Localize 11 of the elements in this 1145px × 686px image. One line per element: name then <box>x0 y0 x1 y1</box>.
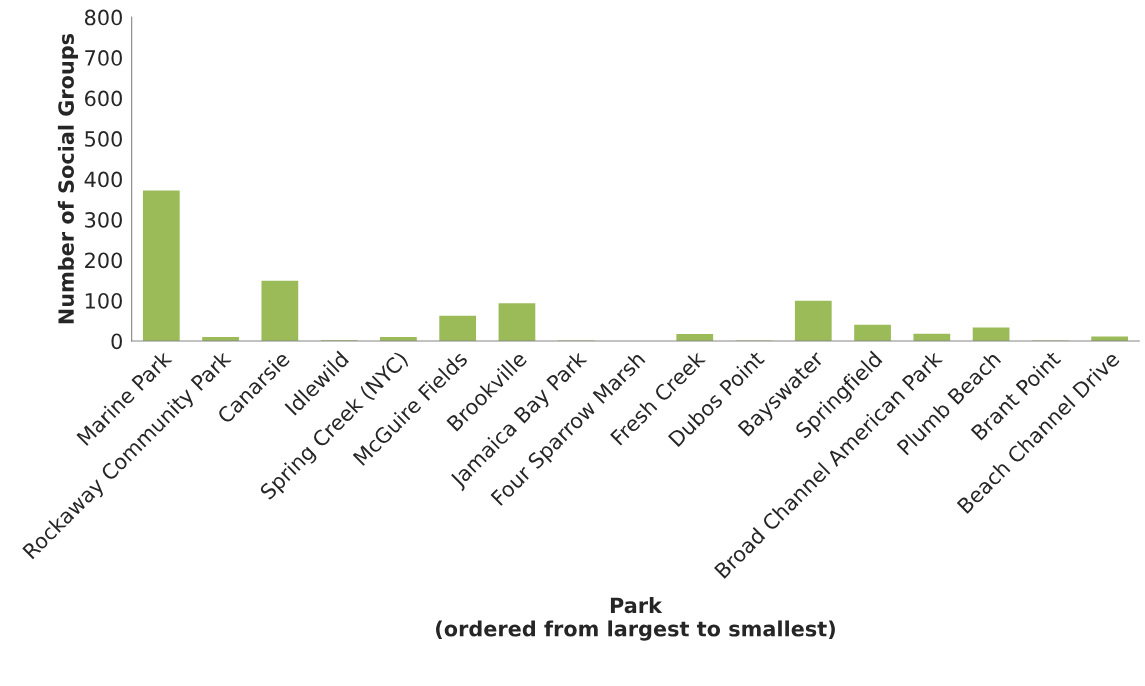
y-tick-label: 700 <box>85 50 122 66</box>
x-axis-title: Park (ordered from largest to smallest) <box>436 597 835 641</box>
y-tick-label: 0 <box>111 333 122 350</box>
y-tick-label: 800 <box>84 9 122 26</box>
y-tick-label: 300 <box>85 211 122 228</box>
y-tick-label: 400 <box>84 171 122 188</box>
y-tick-label: 600 <box>85 90 122 107</box>
y-tick-label: 500 <box>85 131 122 147</box>
y-tick-label: 200 <box>85 252 122 269</box>
y-tick-label: 100 <box>85 292 122 309</box>
y-axis-title: Number of Social Groups <box>57 33 79 324</box>
